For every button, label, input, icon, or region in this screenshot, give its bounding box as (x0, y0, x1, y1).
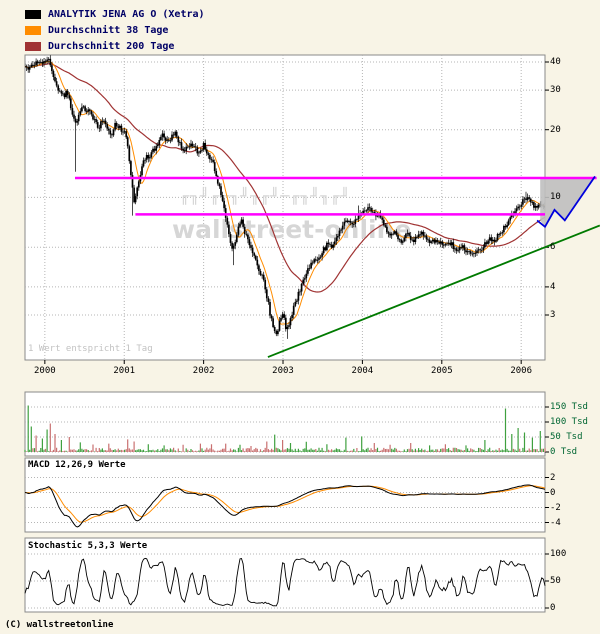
axis-label: 2000 (34, 366, 56, 376)
axis-label: 0 Tsd (550, 447, 578, 457)
watermark-glyphs: ╓╖╜╓─╖╜╖╓╜─╓╖╜╖╓╜ (180, 186, 351, 205)
axis-label: 2005 (430, 366, 453, 376)
legend-label: ANALYTIK JENA AG O (Xetra) (48, 8, 205, 20)
axis-label: 40 (550, 57, 561, 67)
legend-swatch (25, 25, 41, 35)
axis-label: -2 (550, 502, 561, 513)
axis-label: 100 Tsd (550, 417, 588, 427)
axis-label: 10 (550, 192, 561, 203)
chart-legend: ANALYTIK JENA AG O (Xetra) Durchschnitt 3… (25, 6, 205, 54)
stochastic-panel (24, 537, 546, 613)
macd-line (24, 484, 546, 528)
legend-swatch (25, 9, 41, 19)
axis-label: 100 (550, 549, 567, 559)
stochastic-line (24, 557, 546, 607)
watermark-text: wallstreet-online (172, 215, 411, 244)
axis-label: 0 (550, 487, 556, 498)
stochastic-panel-label: Stochastic 5,3,3 Werte (28, 541, 148, 551)
legend-item-3: Durchschnitt 200 Tage (25, 38, 205, 54)
macd-panel-label: MACD 12,26,9 Werte (28, 460, 126, 470)
projection-shaded-zone (540, 178, 595, 227)
axis-label: 150 Tsd (550, 402, 588, 412)
macd-panel (24, 457, 546, 533)
support-trend-line (267, 224, 600, 358)
volume-panel (24, 391, 546, 457)
axis-label: 20 (550, 124, 561, 135)
main-plot: ╓╖╜╓─╖╜╖╓╜─╓╖╜╖╓╜ wallstreet-online (25, 55, 545, 339)
copyright-notice: (C) wallstreetonline (5, 620, 114, 630)
axis-label: 50 Tsd (550, 432, 583, 442)
legend-label: Durchschnitt 38 Tage (48, 24, 169, 36)
axis-label: 2002 (192, 366, 215, 376)
axis-label: 2003 (272, 366, 294, 376)
axis-label: 2006 (510, 366, 533, 376)
projection-line (536, 175, 596, 229)
legend-item-1: ANALYTIK JENA AG O (Xetra) (25, 6, 205, 22)
axis-label: 4 (550, 281, 556, 292)
legend-label: Durchschnitt 200 Tage (48, 40, 175, 52)
volume-bars-up (24, 405, 544, 452)
axis-label: 50 (550, 576, 561, 586)
axis-label: 2004 (351, 366, 374, 376)
axis-label: 0 (550, 603, 556, 613)
axis-label: 2001 (113, 366, 136, 376)
scale-footnote: 1 Wert entspricht 1 Tag (28, 344, 153, 354)
axis-label: 2 (550, 472, 556, 483)
axis-label: 6 (550, 242, 556, 253)
legend-swatch (25, 41, 41, 51)
volume-bars-down (26, 423, 546, 452)
ma-200-line (25, 63, 545, 293)
axis-label: -4 (550, 517, 561, 528)
axis-label: 3 (550, 309, 556, 320)
axis-label: 30 (550, 85, 561, 96)
legend-item-2: Durchschnitt 38 Tage (25, 22, 205, 38)
